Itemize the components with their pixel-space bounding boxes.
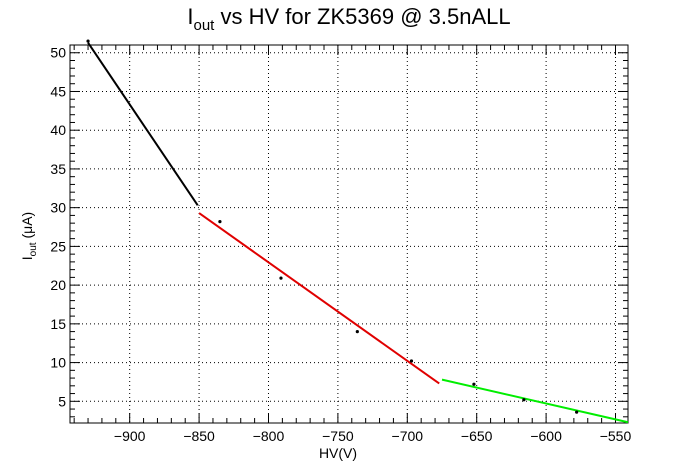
data-point — [472, 382, 476, 386]
y-tick-label: 40 — [50, 122, 66, 138]
axis-ticks — [70, 44, 628, 423]
chart-title: Iout vs HV for ZK5369 @ 3.5nALL — [187, 4, 510, 34]
fit-line — [198, 212, 440, 385]
y-tick-label: 45 — [50, 83, 66, 99]
x-tick-label: −650 — [461, 428, 493, 444]
data-point — [409, 359, 414, 363]
y-axis-label: Iout (μA) — [19, 212, 39, 260]
x-tick-label: −600 — [530, 428, 562, 444]
x-tick-label: −850 — [183, 428, 215, 444]
grid — [70, 45, 628, 423]
data-points — [86, 39, 579, 414]
y-tick-label: 25 — [50, 238, 66, 254]
x-axis-label: HV(V) — [319, 445, 357, 461]
fit-line — [87, 42, 199, 206]
y-tick-label: 30 — [50, 200, 66, 216]
data-point — [575, 410, 579, 414]
x-tick-label: −900 — [114, 428, 146, 444]
fit-line — [441, 378, 629, 424]
y-tick-label: 50 — [50, 45, 66, 61]
x-tick-label: −800 — [253, 428, 285, 444]
tick-labels: −900 −850 −800 −750 −700 −650 −600 −550 5 10 15 20 2… — [50, 45, 631, 444]
data-point — [218, 220, 222, 224]
data-point — [279, 276, 283, 280]
y-tick-label: 5 — [58, 393, 66, 409]
x-tick-label: −700 — [392, 428, 424, 444]
data-point — [86, 39, 90, 43]
y-tick-label: 35 — [50, 161, 66, 177]
y-tick-label: 20 — [50, 277, 66, 293]
x-tick-label: −750 — [322, 428, 354, 444]
data-point — [522, 398, 526, 402]
fit-lines — [87, 42, 629, 424]
y-tick-label: 10 — [50, 355, 66, 371]
plot-frame — [69, 44, 629, 424]
x-tick-label: −550 — [600, 428, 632, 444]
y-tick-label: 15 — [50, 316, 66, 332]
data-point — [355, 329, 359, 334]
